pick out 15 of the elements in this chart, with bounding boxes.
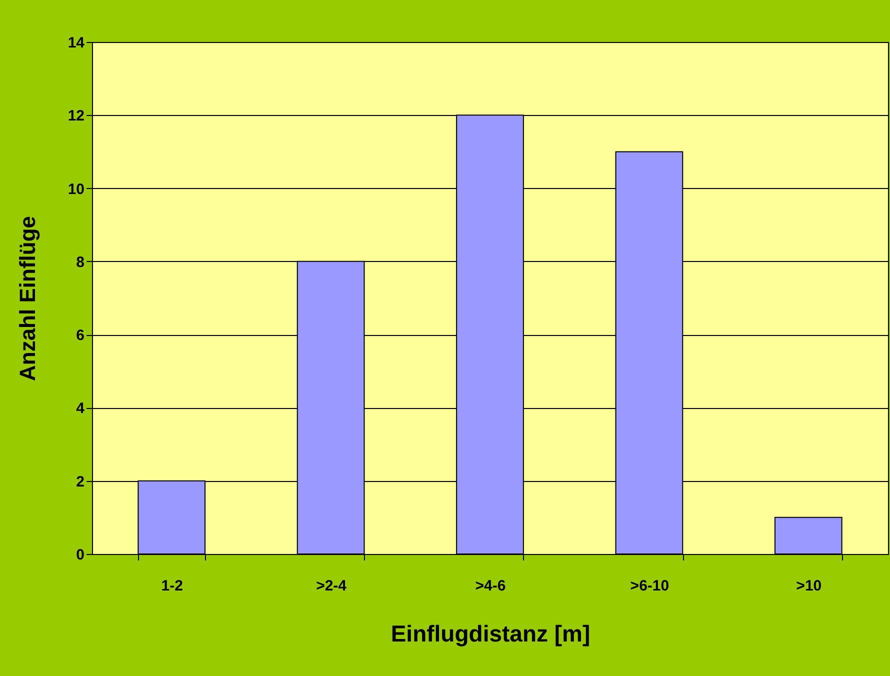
y-axis-title: Anzahl Einflüge [14,216,40,381]
x-tick-label: >4-6 [475,578,506,594]
y-tick-label: 14 [68,34,86,52]
y-tick-label: 12 [68,108,84,125]
y-tick-label: 10 [68,180,84,198]
x-tick-label: >6-10 [630,578,670,594]
x-tick-label: 1-2 [161,578,183,594]
y-tick-label: 6 [76,327,84,344]
x-axis-title: Einflugdistanz [m] [390,620,590,646]
y-tick-label: 4 [76,400,86,418]
x-tick-label: >2-4 [316,578,348,594]
x-tick-label: >10 [796,578,822,594]
y-tick-label: 8 [76,254,84,271]
y-tick-label: 2 [76,473,84,490]
y-tick-label: 0 [76,546,84,564]
